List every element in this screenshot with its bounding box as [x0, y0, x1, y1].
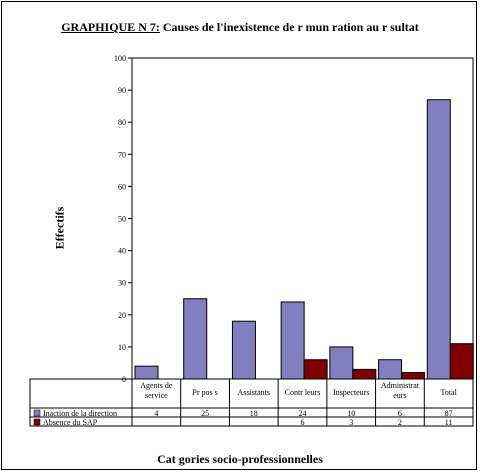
y-tick-label: 80	[118, 118, 126, 127]
bar-absence-sap	[303, 359, 328, 380]
bar-absence-sap	[401, 372, 426, 380]
category-label: Inspecteurs	[333, 388, 369, 397]
y-tick-label: 20	[118, 311, 126, 320]
bar-inaction	[134, 365, 159, 380]
y-tick-label: 100	[114, 54, 126, 63]
data-label: 4	[154, 409, 158, 418]
category-label: Assistants	[238, 388, 270, 397]
legend-swatch-inaction	[33, 409, 41, 417]
data-label: 2	[398, 418, 402, 427]
data-label: 11	[445, 418, 453, 427]
category-label: Contr leurs	[285, 388, 321, 397]
data-label: 10	[347, 409, 355, 418]
chart-title: GRAPHIQUE N 7: Causes de l'inexistence d…	[0, 20, 480, 35]
category-label: eurs	[393, 391, 406, 400]
y-tick-label: 60	[118, 182, 126, 191]
y-tick-label: 10	[118, 343, 126, 352]
bar-inaction	[378, 359, 403, 380]
y-tick-label: 90	[118, 86, 126, 95]
category-label: Agents de	[140, 381, 173, 390]
legend-label-absence-sap: Absence du SAP	[43, 418, 98, 427]
data-label: 87	[445, 409, 453, 418]
bar-absence-sap	[352, 368, 377, 380]
legend-label-inaction: Inaction de la direction	[43, 409, 117, 418]
bar-inaction	[231, 320, 256, 380]
category-label: Pr pos s	[192, 388, 217, 397]
chart-title-lead: GRAPHIQUE N 7:	[61, 20, 160, 34]
data-label: 3	[349, 418, 353, 427]
y-tick-label: 50	[118, 215, 126, 224]
data-label: 24	[299, 409, 307, 418]
bar-inaction	[329, 346, 354, 380]
data-label: 6	[301, 418, 305, 427]
category-label: Total	[440, 388, 457, 397]
chart-title-text: Causes de l'inexistence de r mun ration …	[159, 20, 419, 34]
data-label: 18	[250, 409, 258, 418]
data-label: 6	[398, 409, 402, 418]
y-tick-label: 70	[118, 150, 126, 159]
legend-swatch-absence-sap	[33, 418, 41, 426]
y-tick-label: 30	[118, 279, 126, 288]
data-label: 25	[201, 409, 209, 418]
bar-inaction	[280, 301, 305, 380]
bar-absence-sap	[449, 343, 474, 380]
bar-inaction	[426, 99, 451, 380]
bar-inaction	[183, 298, 208, 380]
x-axis-label: Cat gories socio-professionnelles	[157, 452, 323, 466]
category-label: service	[145, 391, 168, 400]
category-label: Administrat	[381, 381, 420, 390]
y-tick-label: 40	[118, 247, 126, 256]
